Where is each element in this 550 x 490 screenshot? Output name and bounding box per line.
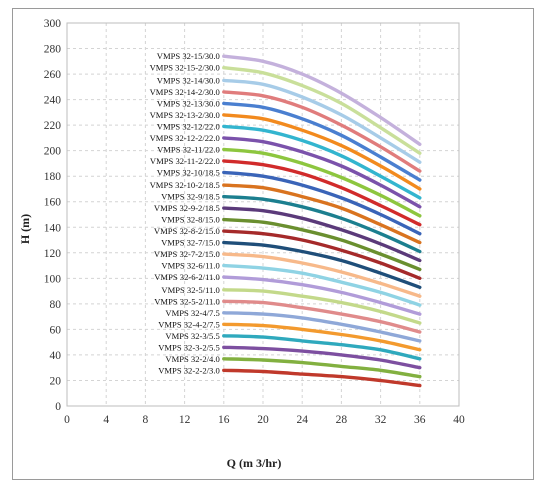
y-tick-label: 200 xyxy=(44,146,62,158)
y-tick-label: 100 xyxy=(44,273,62,285)
series-label: VMPS 32-15/30.0 xyxy=(157,51,220,61)
series-label: VMPS 32-8-2/15.0 xyxy=(154,226,220,236)
series-line xyxy=(222,275,422,316)
series-label: VMPS 32-12/22.0 xyxy=(157,121,220,131)
x-tick-label: 28 xyxy=(336,414,348,426)
y-tick-label: 160 xyxy=(44,197,62,209)
series-label: VMPS 32-10-2/18.5 xyxy=(150,180,220,190)
series-line xyxy=(222,368,422,388)
series-line xyxy=(222,159,422,227)
y-tick-label: 180 xyxy=(44,171,62,183)
series-line xyxy=(222,206,422,263)
series-label: VMPS 32-10/18.5 xyxy=(157,167,220,177)
y-tick-label: 240 xyxy=(44,95,62,107)
series-line xyxy=(222,288,422,325)
chart-frame: 0 20 40 60 80 100 120 140 160 180 200 220 240 260 280 3… xyxy=(12,8,534,480)
x-tick-label: 8 xyxy=(143,414,149,426)
x-tick-label: 24 xyxy=(296,414,308,426)
series-line xyxy=(222,136,422,209)
series-label: VMPS 32-4-2/7.5 xyxy=(158,319,220,329)
series-label: VMPS 32-13/30.0 xyxy=(157,98,220,108)
series-line xyxy=(222,217,422,272)
series-line xyxy=(222,170,422,236)
series-label: VMPS 32-4/7.5 xyxy=(165,308,219,318)
y-tick-label: 280 xyxy=(44,44,62,56)
y-tick-label: 40 xyxy=(50,350,62,362)
series-line xyxy=(222,113,422,191)
series-line xyxy=(222,311,422,343)
x-tick-label: 32 xyxy=(375,414,387,426)
series-label: VMPS 32-5-2/11.0 xyxy=(154,296,220,306)
series-label: VMPS 32-11/22.0 xyxy=(157,144,220,154)
series-line xyxy=(222,334,422,361)
y-tick-label: 260 xyxy=(44,69,62,81)
x-tick-label: 4 xyxy=(103,414,109,426)
series-label: VMPS 32-5/11.0 xyxy=(161,285,219,295)
series-label: VMPS 32-9/18.5 xyxy=(161,192,220,202)
series-line xyxy=(222,66,422,155)
x-tick-label: 12 xyxy=(179,414,191,426)
y-tick-label: 120 xyxy=(44,248,62,260)
series-line xyxy=(222,345,422,370)
y-tick-label: 60 xyxy=(50,324,62,336)
series-label: VMPS 32-3/5.5 xyxy=(165,331,219,341)
y-tick-label: 140 xyxy=(44,222,62,234)
series-line xyxy=(222,183,422,245)
y-axis-title: H (m) xyxy=(18,214,32,244)
x-tick-label: 36 xyxy=(414,414,426,426)
series-label: VMPS 32-7/15.0 xyxy=(161,238,220,248)
series-label: VMPS 32-13-2/30.0 xyxy=(150,110,220,120)
series-line xyxy=(222,357,422,379)
x-tick-label: 16 xyxy=(218,414,230,426)
series-label: VMPS 32-14-2/30.0 xyxy=(150,87,220,97)
series-label: VMPS 32-6/11.0 xyxy=(161,261,219,271)
y-tick-label: 300 xyxy=(44,18,62,30)
x-tick-label: 0 xyxy=(64,414,70,426)
series-line xyxy=(222,101,422,182)
series-label: VMPS 32-9-2/18.5 xyxy=(154,203,220,213)
pump-curve-chart: 0204060801001201401601802002202402602803… xyxy=(18,18,465,470)
series-label: VMPS 32-8/15.0 xyxy=(161,215,220,225)
series-line xyxy=(222,263,422,307)
x-tick-label: 20 xyxy=(257,414,269,426)
series-line xyxy=(222,124,422,200)
y-tick-label: 0 xyxy=(55,401,61,413)
series-line xyxy=(222,229,422,280)
series-line xyxy=(222,299,422,334)
series-line xyxy=(222,322,422,352)
series-line xyxy=(222,147,422,218)
plot-area-border xyxy=(66,22,460,407)
series-line xyxy=(222,240,422,289)
series-label: VMPS 32-12-2/22.0 xyxy=(150,133,220,143)
series-label: VMPS 32-15-2/30.0 xyxy=(150,63,220,73)
series-line xyxy=(222,194,422,254)
axes: 0204060801001201401601802002202402602803… xyxy=(44,18,465,426)
y-tick-label: 80 xyxy=(50,299,62,311)
series-label: VMPS 32-11-2/22.0 xyxy=(150,156,220,166)
series-label: VMPS 32-14/30.0 xyxy=(157,75,220,85)
series-line xyxy=(222,78,422,164)
series-line xyxy=(222,54,422,146)
series-line xyxy=(222,90,422,173)
series-label: VMPS 32-3-2/5.5 xyxy=(158,342,220,352)
x-axis-title: Q (m 3/hr) xyxy=(227,456,282,470)
y-tick-label: 220 xyxy=(44,120,62,132)
x-tick-label: 40 xyxy=(453,414,465,426)
series-label: VMPS 32-6-2/11.0 xyxy=(154,272,220,282)
series-group xyxy=(222,54,422,388)
series-label: VMPS 32-2-2/3.0 xyxy=(158,365,220,375)
series-line xyxy=(222,252,422,298)
series-label: VMPS 32-7-2/15.0 xyxy=(154,249,220,259)
series-label: VMPS 32-2/4.0 xyxy=(165,354,219,364)
y-tick-label: 20 xyxy=(50,375,62,387)
